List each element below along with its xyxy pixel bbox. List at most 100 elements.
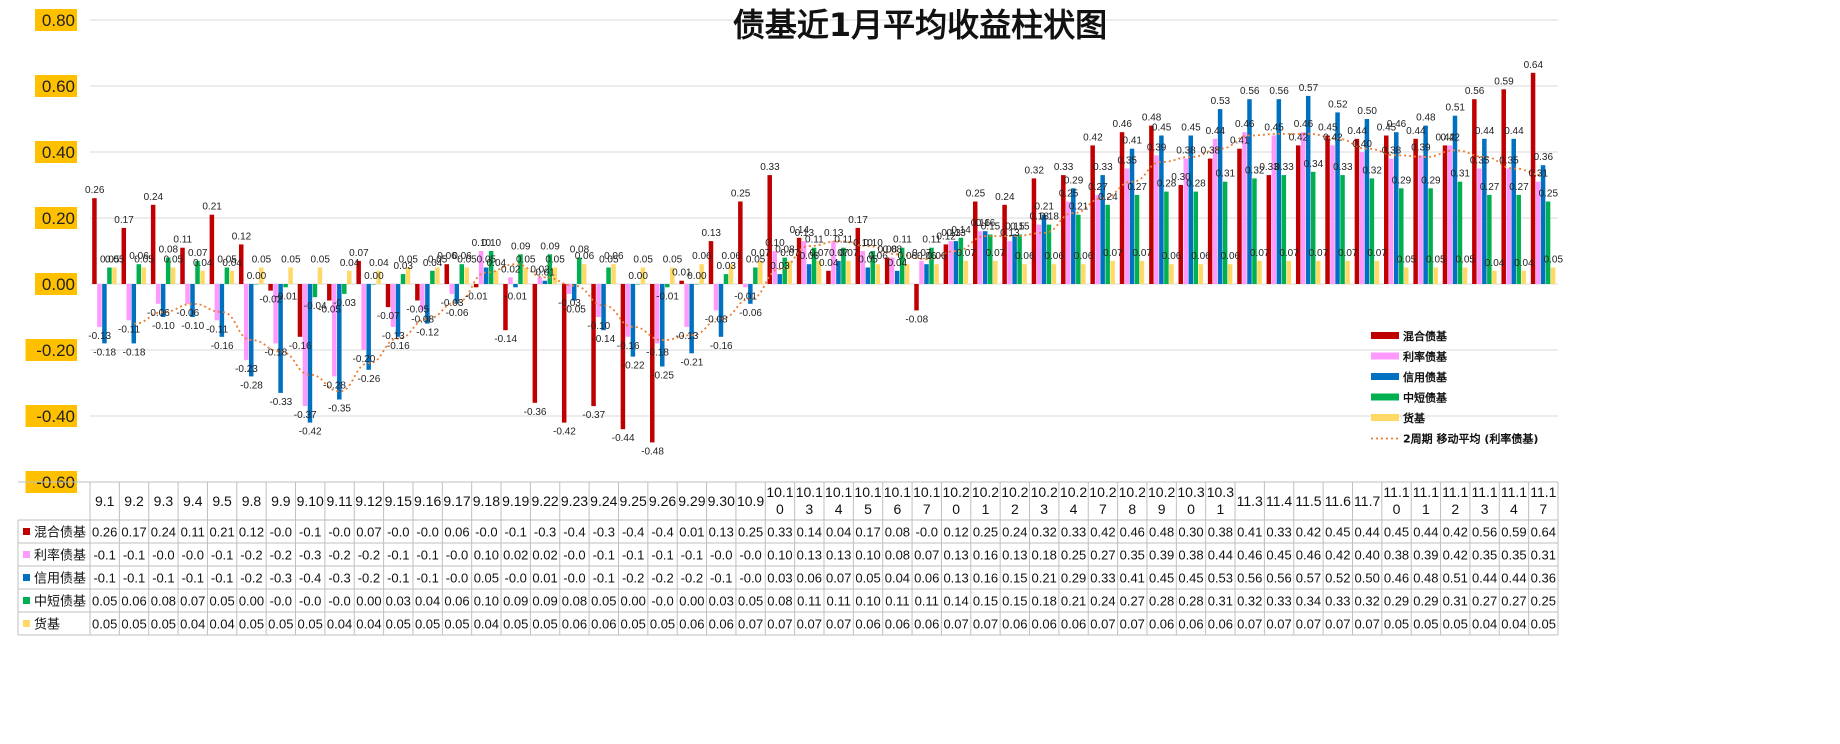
data-label: 0.15 <box>981 222 1001 233</box>
table-cell: 0.27 <box>1501 594 1526 609</box>
bar <box>1193 191 1198 284</box>
table-cell: 0.06 <box>1208 617 1233 632</box>
bar <box>806 264 812 284</box>
data-label: 0.21 <box>1034 202 1054 213</box>
data-label: 0.04 <box>222 258 242 269</box>
table-cell: 0.28 <box>1178 594 1203 609</box>
bar <box>1178 185 1183 284</box>
bar <box>102 284 107 344</box>
data-label: 0.44 <box>1347 126 1367 137</box>
table-cell: -0.2 <box>358 548 380 563</box>
bar <box>767 175 772 284</box>
ytick-label: -0.40 <box>36 407 75 426</box>
data-label: -0.42 <box>553 427 576 438</box>
data-label: 0.07 <box>1103 248 1123 259</box>
data-label: 0.51 <box>1446 103 1466 114</box>
bar <box>694 284 699 285</box>
table-cell: 0.34 <box>1296 594 1321 609</box>
data-label: -0.20 <box>353 354 376 365</box>
data-label: 0.06 <box>1044 251 1064 262</box>
legend-swatch <box>1371 352 1399 360</box>
ytick-label: 0.80 <box>42 11 75 30</box>
data-label: -0.06 <box>446 308 469 319</box>
bar <box>1217 109 1223 284</box>
table-cell: 0.24 <box>151 525 176 540</box>
table-cell: -0.3 <box>593 525 615 540</box>
table-cell: 0.08 <box>767 594 792 609</box>
data-label: 0.35 <box>1470 156 1490 167</box>
data-label: 0.10 <box>853 238 873 249</box>
table-cell: -0.3 <box>328 571 350 586</box>
bar <box>332 284 337 377</box>
data-label: 0.32 <box>1362 165 1382 176</box>
bar <box>601 284 606 331</box>
table-cell: 0.06 <box>914 571 939 586</box>
category-label: 10.2 9 <box>1148 484 1175 517</box>
legend-label: 利率债基 <box>1403 350 1448 364</box>
category-label: 9.29 <box>678 493 705 509</box>
data-label: 0.15 <box>1010 222 1030 233</box>
bar <box>826 270 831 284</box>
bar <box>1305 95 1311 285</box>
data-label: 0.13 <box>1000 228 1020 239</box>
table-cell: 0.04 <box>474 617 499 632</box>
legend-swatch <box>1371 414 1399 421</box>
table-cell: 0.21 <box>209 525 234 540</box>
data-label: 0.46 <box>1294 119 1314 130</box>
category-label: 10.2 8 <box>1119 484 1146 517</box>
category-label: 9.11 <box>326 493 352 509</box>
bar <box>1310 171 1316 284</box>
table-cell: 0.07 <box>943 617 968 632</box>
table-cell: 0.07 <box>180 594 205 609</box>
table-cell: 0.05 <box>621 617 646 632</box>
bar <box>1315 260 1321 284</box>
table-cell: 0.00 <box>356 594 381 609</box>
bar <box>1364 119 1370 284</box>
table-cell: 0.04 <box>885 571 910 586</box>
table-cell: 0.39 <box>1149 548 1174 563</box>
category-label: 10.2 7 <box>1089 484 1116 517</box>
table-cell: 0.21 <box>1061 594 1086 609</box>
bar <box>679 280 684 284</box>
table-cell: -0.1 <box>123 571 145 586</box>
data-label: 0.16 <box>976 218 996 229</box>
data-label: 0.17 <box>114 215 134 226</box>
bar <box>987 234 993 284</box>
category-label: 11.1 1 <box>1413 484 1439 517</box>
bar <box>846 260 851 284</box>
bar <box>884 257 890 284</box>
bar <box>449 284 454 294</box>
bar <box>1266 175 1272 284</box>
bar <box>1442 145 1448 284</box>
data-label: 0.21 <box>202 202 222 213</box>
table-cell: 0.51 <box>1443 571 1468 586</box>
table-cell: 0.05 <box>268 617 293 632</box>
data-label: 0.07 <box>1367 248 1387 259</box>
bar <box>347 270 352 284</box>
category-label: 9.5 <box>212 493 232 509</box>
table-cell: -0.0 <box>563 548 585 563</box>
data-label: 0.29 <box>1421 175 1441 186</box>
bar <box>112 267 117 284</box>
table-cell: 0.52 <box>1325 571 1350 586</box>
table-cell: 0.56 <box>1237 571 1262 586</box>
bar <box>992 260 998 284</box>
category-label: 9.25 <box>620 493 647 509</box>
table-cell: 0.05 <box>386 617 411 632</box>
data-label: 0.00 <box>687 271 707 282</box>
data-label: 0.02 <box>501 264 521 275</box>
data-label: -0.05 <box>406 305 429 316</box>
table-cell: -0.2 <box>240 571 262 586</box>
data-label: 0.07 <box>1133 248 1153 259</box>
bar <box>1100 175 1105 284</box>
bar <box>395 284 401 337</box>
table-cell: -0.0 <box>916 525 938 540</box>
bar <box>1169 264 1174 284</box>
bar <box>606 267 611 284</box>
bar <box>660 284 665 367</box>
table-cell: 0.04 <box>209 617 234 632</box>
table-cell: 0.05 <box>738 594 763 609</box>
bar <box>699 264 704 284</box>
data-label: 0.27 <box>1480 182 1500 193</box>
bar <box>1482 138 1487 284</box>
